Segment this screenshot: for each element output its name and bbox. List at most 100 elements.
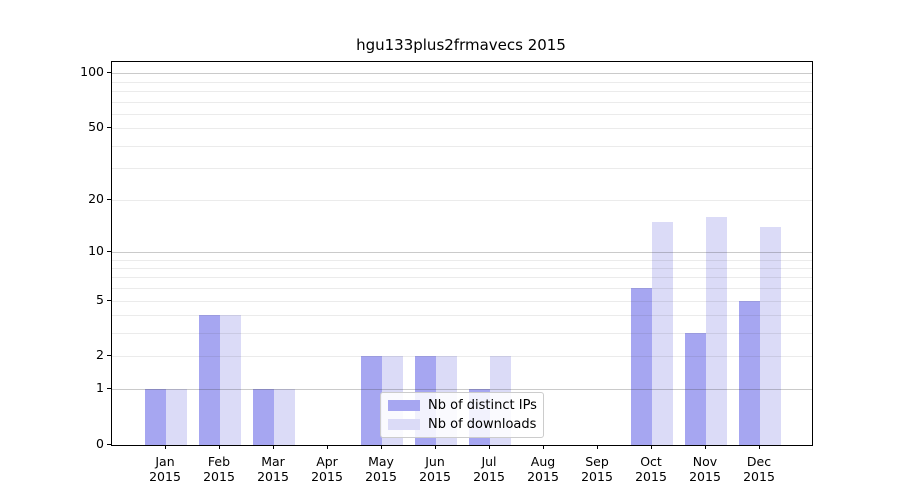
- x-tick-label-feb-2015: Feb 2015: [191, 454, 247, 484]
- x-tick-month: Mar: [261, 454, 285, 469]
- legend-label-distinct-ips: Nb of distinct IPs: [428, 398, 537, 413]
- bar-may-2015-nb-of-distinct-ips: [361, 356, 382, 445]
- x-tick-year: 2015: [419, 469, 451, 484]
- y-tick-mark-100: [107, 72, 111, 73]
- bar-oct-2015-nb-of-distinct-ips: [631, 288, 652, 445]
- y-tick-label-2: 2: [96, 347, 104, 362]
- gridline-minor-6: [112, 288, 812, 289]
- y-tick-mark-50: [107, 127, 111, 128]
- x-tick-mark-aug: [543, 445, 544, 449]
- x-tick-month: Jun: [425, 454, 445, 469]
- x-tick-label-aug-2015: Aug 2015: [515, 454, 571, 484]
- x-tick-year: 2015: [689, 469, 721, 484]
- gridline-minor-7: [112, 277, 812, 278]
- bar-feb-2015-nb-of-downloads: [220, 315, 241, 445]
- x-tick-month: Jan: [155, 454, 175, 469]
- y-tick-label-1: 1: [96, 380, 104, 395]
- gridline-major-100: [112, 73, 812, 74]
- x-tick-month: Dec: [746, 454, 772, 469]
- gridline-minor-2: [112, 356, 812, 357]
- gridline-minor-50: [112, 128, 812, 129]
- bar-feb-2015-nb-of-distinct-ips: [199, 315, 220, 445]
- gridline-minor-3: [112, 333, 812, 334]
- x-tick-year: 2015: [581, 469, 613, 484]
- y-tick-mark-1: [107, 388, 111, 389]
- x-tick-year: 2015: [149, 469, 181, 484]
- x-tick-mark-jun: [435, 445, 436, 449]
- y-tick-label-0: 0: [96, 436, 104, 451]
- gridline-minor-9: [112, 260, 812, 261]
- gridline-minor-80: [112, 91, 812, 92]
- x-tick-mark-dec: [759, 445, 760, 449]
- x-tick-month: Aug: [530, 454, 556, 469]
- gridline-minor-4: [112, 315, 812, 316]
- x-tick-year: 2015: [203, 469, 235, 484]
- bar-mar-2015-nb-of-downloads: [274, 389, 295, 445]
- x-tick-mark-jan: [165, 445, 166, 449]
- chart-title: hgu133plus2frmavecs 2015: [356, 36, 566, 54]
- y-tick-label-100: 100: [80, 64, 104, 79]
- y-tick-mark-2: [107, 355, 111, 356]
- x-tick-mark-feb: [219, 445, 220, 449]
- x-tick-year: 2015: [257, 469, 289, 484]
- x-tick-year: 2015: [365, 469, 397, 484]
- legend: Nb of distinct IPs Nb of downloads: [380, 392, 544, 438]
- x-tick-mark-jul: [489, 445, 490, 449]
- x-tick-mark-oct: [651, 445, 652, 449]
- x-tick-label-nov-2015: Nov 2015: [677, 454, 733, 484]
- y-tick-mark-5: [107, 300, 111, 301]
- legend-item-downloads: Nb of downloads: [388, 417, 536, 432]
- x-tick-year: 2015: [311, 469, 343, 484]
- y-tick-mark-20: [107, 199, 111, 200]
- bar-dec-2015-nb-of-distinct-ips: [739, 300, 760, 445]
- x-tick-label-apr-2015: Apr 2015: [299, 454, 355, 484]
- x-tick-label-jun-2015: Jun 2015: [407, 454, 463, 484]
- x-tick-label-jul-2015: Jul 2015: [461, 454, 517, 484]
- legend-swatch-downloads: [388, 419, 420, 430]
- x-tick-month: Sep: [585, 454, 609, 469]
- x-tick-label-dec-2015: Dec 2015: [731, 454, 787, 484]
- gridline-minor-8: [112, 268, 812, 269]
- x-tick-label-mar-2015: Mar 2015: [245, 454, 301, 484]
- x-tick-mark-may: [381, 445, 382, 449]
- x-tick-year: 2015: [635, 469, 667, 484]
- legend-swatch-distinct-ips: [388, 400, 420, 411]
- x-tick-month: Feb: [207, 454, 231, 469]
- gridline-minor-5: [112, 301, 812, 302]
- gridline-minor-60: [112, 114, 812, 115]
- gridline-minor-40: [112, 146, 812, 147]
- bar-jan-2015-nb-of-downloads: [166, 389, 187, 445]
- bar-jan-2015-nb-of-distinct-ips: [145, 389, 166, 445]
- gridline-major-10: [112, 252, 812, 253]
- y-tick-label-10: 10: [88, 243, 104, 258]
- y-tick-label-5: 5: [96, 292, 104, 307]
- bar-nov-2015-nb-of-distinct-ips: [685, 333, 706, 445]
- bar-mar-2015-nb-of-distinct-ips: [253, 389, 274, 445]
- x-tick-month: Nov: [692, 454, 718, 469]
- x-tick-label-oct-2015: Oct 2015: [623, 454, 679, 484]
- x-tick-label-jan-2015: Jan 2015: [137, 454, 193, 484]
- gridline-minor-30: [112, 168, 812, 169]
- x-tick-month: Apr: [316, 454, 338, 469]
- legend-item-distinct-ips: Nb of distinct IPs: [388, 398, 537, 413]
- x-tick-mark-apr: [327, 445, 328, 449]
- plot-area: [111, 61, 813, 446]
- y-tick-label-20: 20: [88, 191, 104, 206]
- x-tick-year: 2015: [473, 469, 505, 484]
- x-tick-mark-nov: [705, 445, 706, 449]
- y-tick-label-50: 50: [88, 119, 104, 134]
- gridline-major-1: [112, 389, 812, 390]
- x-tick-label-may-2015: May 2015: [353, 454, 409, 484]
- y-tick-mark-10: [107, 251, 111, 252]
- x-tick-month: May: [368, 454, 394, 469]
- gridline-minor-70: [112, 102, 812, 103]
- x-tick-label-sep-2015: Sep 2015: [569, 454, 625, 484]
- gridline-minor-90: [112, 82, 812, 83]
- legend-label-downloads: Nb of downloads: [428, 417, 537, 432]
- gridline-minor-20: [112, 200, 812, 201]
- x-tick-year: 2015: [527, 469, 559, 484]
- x-tick-month: Oct: [640, 454, 662, 469]
- x-tick-mark-sep: [597, 445, 598, 449]
- bar-oct-2015-nb-of-downloads: [652, 221, 673, 445]
